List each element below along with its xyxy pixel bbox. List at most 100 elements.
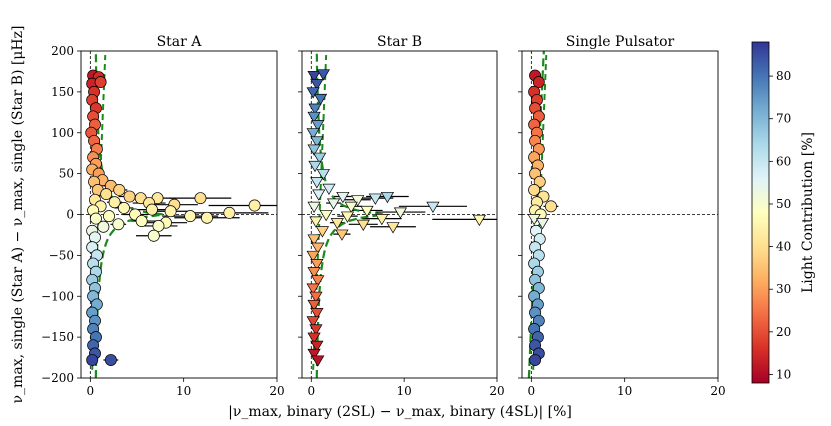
y-tick-label: −100 <box>41 289 74 303</box>
data-point-circle <box>145 203 158 216</box>
data-point-triangle <box>313 93 328 106</box>
x-tick-label: 20 <box>710 384 725 398</box>
data-point-triangle <box>368 193 382 205</box>
data-point-circle <box>184 210 197 223</box>
data-point-circle <box>103 210 115 223</box>
data-point-circle <box>532 76 545 89</box>
data-point-triangle <box>311 120 325 132</box>
data-point-triangle <box>340 211 355 223</box>
data-point-circle <box>97 220 110 233</box>
colorbar-tick-label: 70 <box>776 112 791 126</box>
colorbar-tick-label: 20 <box>776 325 791 339</box>
data-point-triangle <box>309 216 323 228</box>
data-point-circle <box>152 219 165 232</box>
data-point-triangle <box>306 128 320 140</box>
data-point-triangle <box>307 332 321 344</box>
data-point-triangle <box>309 291 323 303</box>
panel-title: Star B <box>377 34 422 50</box>
data-point-triangle <box>310 79 324 91</box>
y-tick-label: 150 <box>51 85 74 99</box>
data-point-circle <box>112 218 125 231</box>
data-point-circle <box>164 205 177 218</box>
data-point-triangle <box>306 283 320 295</box>
data-point-triangle <box>311 355 325 367</box>
y-tick-label: 100 <box>51 126 74 140</box>
y-tick-label: −200 <box>41 371 74 385</box>
data-point-circle <box>544 200 557 213</box>
points-group <box>306 51 497 378</box>
y-tick-label: 0 <box>66 208 74 222</box>
data-point-circle <box>94 76 107 89</box>
data-point-triangle <box>315 226 330 238</box>
data-point-circle <box>113 184 126 196</box>
data-point-triangle <box>319 209 333 222</box>
points-group <box>85 51 277 378</box>
data-point-triangle <box>311 242 325 254</box>
data-point-triangle <box>330 218 344 230</box>
x-tick-label: 10 <box>397 384 412 398</box>
data-point-triangle <box>310 259 324 271</box>
panel-2: Single Pulsator 0 10 20 <box>518 34 726 398</box>
x-tick-label: 0 <box>307 384 315 398</box>
data-point-triangle <box>307 70 321 83</box>
data-point-triangle <box>307 348 321 361</box>
data-point-circle <box>223 206 236 219</box>
data-point-triangle <box>306 316 320 328</box>
data-point-triangle <box>307 111 321 124</box>
data-point-circle <box>117 202 130 214</box>
x-tick-label: 10 <box>617 384 632 398</box>
data-point-triangle <box>309 324 323 336</box>
data-point-triangle <box>306 87 320 99</box>
data-point-circle <box>528 184 541 196</box>
panel-title: Star A <box>157 34 203 50</box>
data-point-circle <box>89 231 101 244</box>
panel-title: Single Pulsator <box>566 34 675 50</box>
data-point-triangle <box>335 229 349 241</box>
data-point-triangle <box>310 308 324 320</box>
y-tick-label: −150 <box>41 330 74 344</box>
data-point-triangle <box>312 189 326 201</box>
y-tick-label: −50 <box>49 248 74 262</box>
x-axis-label: |ν_max, binary (2SL) − ν_max, binary (4S… <box>228 404 572 420</box>
data-point-triangle <box>316 169 330 181</box>
data-point-circle <box>135 215 148 227</box>
data-point-circle <box>108 196 121 209</box>
data-point-circle <box>86 354 99 366</box>
data-point-triangle <box>307 201 321 214</box>
data-point-circle <box>248 199 261 212</box>
data-point-triangle <box>360 205 374 218</box>
colorbar-tick-label: 30 <box>776 282 791 296</box>
data-point-triangle <box>326 198 341 210</box>
data-point-triangle <box>336 191 350 204</box>
x-tick-label: 20 <box>489 384 504 398</box>
data-point-triangle <box>426 201 440 214</box>
data-point-triangle <box>344 201 358 214</box>
data-point-triangle <box>380 191 395 204</box>
data-point-circle <box>533 175 546 188</box>
data-point-triangle <box>308 103 322 115</box>
data-point-triangle <box>310 136 324 148</box>
data-point-triangle <box>375 214 389 226</box>
data-point-triangle <box>310 177 324 189</box>
y-tick-label: 200 <box>51 44 74 58</box>
points-group <box>527 51 559 378</box>
data-point-triangle <box>310 340 324 352</box>
y-tick-label: 50 <box>59 167 74 181</box>
data-point-circle <box>529 354 542 366</box>
data-point-triangle <box>307 144 321 156</box>
data-point-triangle <box>535 218 550 230</box>
data-point-triangle <box>356 219 370 232</box>
data-point-triangle <box>308 160 322 173</box>
data-point-circle <box>201 211 213 224</box>
data-point-triangle <box>472 214 486 227</box>
colorbar-tick-label: 50 <box>776 197 791 211</box>
data-point-circle <box>123 190 136 203</box>
x-tick-label: 0 <box>87 384 95 398</box>
colorbar-tick-label: 60 <box>776 154 791 168</box>
colorbar-tick-label: 40 <box>776 240 791 254</box>
data-point-triangle <box>313 152 327 164</box>
x-tick-label: 0 <box>528 384 536 398</box>
data-point-triangle <box>307 267 321 279</box>
data-point-triangle <box>307 234 321 246</box>
x-tick-label: 20 <box>269 384 284 398</box>
